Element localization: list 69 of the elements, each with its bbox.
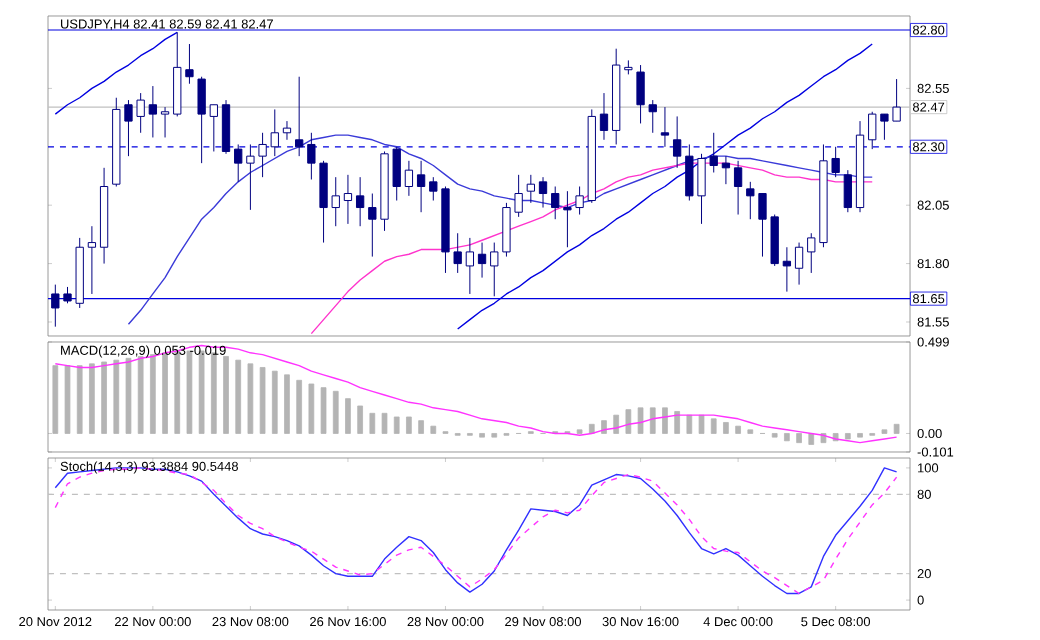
bar — [235, 359, 242, 434]
bar — [845, 433, 851, 440]
candlestick — [404, 160, 414, 197]
candlestick — [355, 176, 365, 227]
candlestick — [221, 99, 231, 155]
bar — [796, 433, 802, 444]
candlestick — [343, 174, 353, 225]
candlestick — [148, 85, 158, 138]
bar — [613, 414, 620, 434]
candlestick — [733, 160, 743, 216]
bar — [784, 433, 790, 442]
bar — [332, 390, 339, 434]
bar — [296, 379, 303, 434]
bar — [308, 383, 315, 434]
bar — [710, 418, 717, 434]
bar — [357, 405, 363, 434]
bar — [393, 416, 400, 434]
candlestick — [538, 176, 548, 209]
bar — [723, 422, 729, 434]
bar — [320, 387, 327, 434]
bar — [893, 423, 900, 434]
candlestick — [282, 120, 292, 141]
candlestick — [782, 246, 792, 293]
candlestick — [465, 237, 475, 295]
bar — [76, 365, 83, 434]
bar — [430, 425, 437, 434]
bar — [406, 416, 412, 434]
bar — [186, 350, 193, 434]
candlestick — [197, 76, 206, 164]
bar — [686, 414, 693, 434]
candlestick — [477, 242, 487, 279]
bar — [735, 425, 741, 434]
bar — [637, 407, 644, 434]
bar — [137, 356, 144, 434]
bar — [223, 356, 229, 434]
bar — [259, 367, 266, 434]
bar — [162, 352, 168, 434]
candlestick — [160, 106, 170, 138]
bar — [89, 363, 95, 434]
bar — [271, 370, 278, 434]
bar — [125, 357, 132, 434]
bar — [345, 398, 351, 434]
candlestick — [672, 115, 682, 169]
bar — [150, 354, 156, 434]
bar — [52, 365, 59, 434]
candlestick — [794, 242, 804, 286]
bar — [662, 407, 668, 434]
candlestick — [87, 225, 97, 295]
bar — [101, 361, 107, 434]
bar — [247, 363, 254, 434]
candlestick — [526, 174, 535, 204]
bar — [64, 365, 71, 434]
candlestick — [843, 169, 852, 213]
candlestick — [599, 92, 609, 141]
bar — [698, 414, 705, 434]
bar — [210, 352, 217, 434]
bar — [625, 409, 632, 434]
candlestick — [209, 104, 218, 152]
bar — [369, 412, 376, 434]
candlestick — [660, 106, 670, 148]
bar — [418, 420, 424, 434]
candlestick — [295, 76, 304, 157]
bar — [674, 411, 680, 434]
candlestick — [721, 155, 731, 185]
bar — [381, 412, 388, 434]
candlestick — [416, 160, 426, 213]
bar — [113, 359, 120, 434]
bar — [284, 374, 290, 434]
bar — [649, 407, 656, 434]
